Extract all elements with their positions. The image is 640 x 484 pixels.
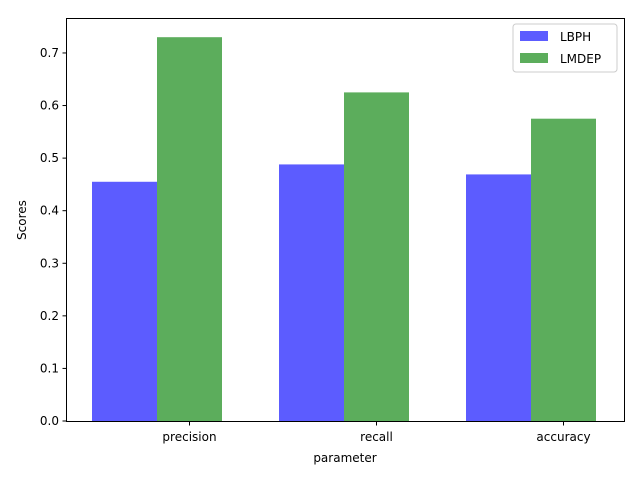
x-axis: precision recall accuracy [162,421,591,444]
x-axis-label: parameter [313,451,376,465]
x-tick-label-accuracy: accuracy [536,430,590,444]
bar-lmdep-accuracy [531,118,596,422]
x-tick-label-recall: recall [360,430,393,444]
bar-lbph-accuracy [466,174,531,421]
legend-swatch-lbph [520,31,548,41]
legend-label-lbph: LBPH [560,30,591,44]
bar-lmdep-recall [344,92,409,421]
y-tick-label: 0.2 [40,309,59,323]
y-tick-label: 0.4 [40,204,59,218]
y-tick-label: 0.1 [40,361,59,375]
y-axis: 0.0 0.1 0.2 0.3 0.4 0.5 0.6 0.7 [40,46,67,428]
legend-label-lmdep: LMDEP [560,52,601,66]
bar-lbph-recall [279,164,344,421]
legend: LBPH LMDEP [512,23,618,73]
y-axis-label: Scores [15,200,29,240]
y-tick-label: 0.0 [40,414,59,428]
x-tick-label-precision: precision [162,430,216,444]
bar-lmdep-precision [157,37,222,421]
legend-swatch-lmdep [520,53,548,63]
y-tick-label: 0.5 [40,151,59,165]
plot-frame [66,18,625,422]
y-tick-label: 0.6 [40,99,59,113]
y-tick-label: 0.3 [40,256,59,270]
y-tick-label: 0.7 [40,46,59,60]
bar-lbph-precision [92,181,157,421]
bars-group [92,37,596,422]
